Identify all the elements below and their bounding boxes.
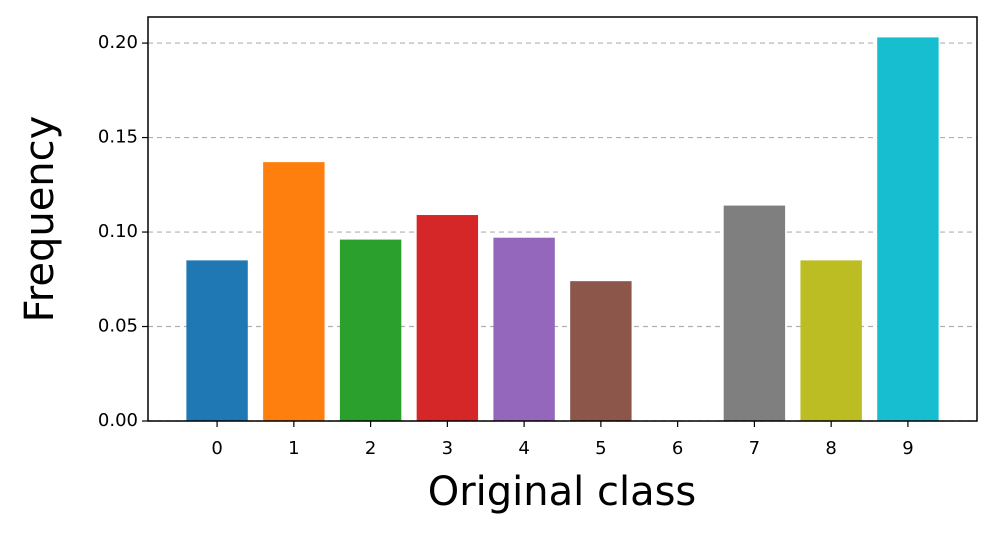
x-tick-label: 2 (365, 438, 376, 459)
x-tick-label: 4 (518, 438, 529, 459)
x-tick-label: 1 (288, 438, 299, 459)
bar (339, 239, 402, 421)
bar (263, 162, 325, 421)
y-tick-label: 0.10 (98, 221, 138, 242)
y-tick-label: 0.05 (98, 316, 138, 337)
plot-frame (147, 16, 978, 422)
x-tick-label: 0 (211, 438, 222, 459)
bar (186, 260, 248, 421)
y-tick-label: 0.00 (98, 410, 138, 431)
x-tick-label: 3 (442, 438, 453, 459)
bar (877, 37, 939, 421)
x-tick-label: 7 (749, 438, 760, 459)
x-tick-label: 6 (672, 438, 683, 459)
x-tick-label: 5 (595, 438, 606, 459)
x-tick-label: 8 (825, 438, 836, 459)
x-axis-label: Original class (428, 469, 697, 515)
bar (723, 205, 786, 421)
bar (570, 281, 632, 421)
bar (800, 260, 862, 421)
y-axis-label: Frequency (17, 116, 63, 323)
x-tick-label: 9 (902, 438, 913, 459)
bar (493, 237, 555, 421)
y-tick-label: 0.15 (98, 127, 138, 148)
bar (416, 215, 479, 421)
y-tick-label: 0.20 (98, 32, 138, 53)
